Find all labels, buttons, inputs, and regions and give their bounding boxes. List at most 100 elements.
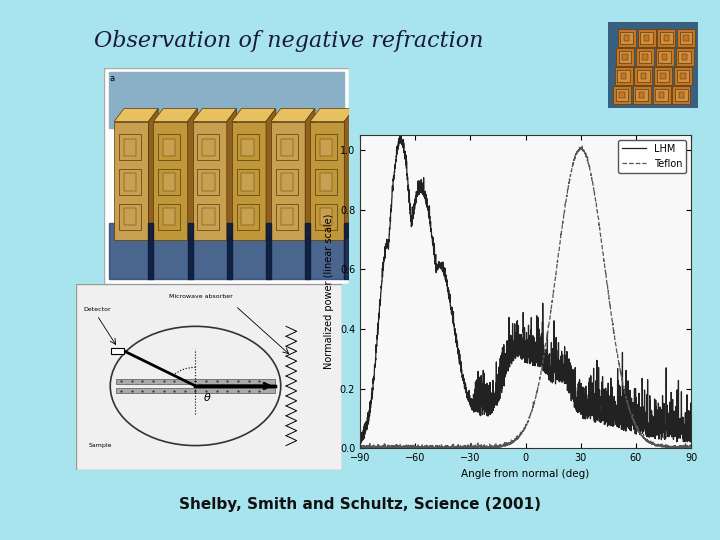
Bar <box>202 208 215 225</box>
Polygon shape <box>305 223 310 279</box>
Bar <box>652 86 670 104</box>
Bar <box>115 379 275 384</box>
Bar <box>202 173 215 191</box>
Bar <box>124 173 136 191</box>
Bar <box>158 134 180 160</box>
Teflon <box>508 438 517 445</box>
Bar <box>655 89 668 101</box>
Bar <box>615 68 633 85</box>
Bar <box>241 139 253 156</box>
Bar <box>202 139 215 156</box>
Bar <box>197 204 220 230</box>
Bar <box>683 36 689 40</box>
Bar <box>188 122 192 240</box>
Bar <box>124 208 136 225</box>
Bar <box>616 89 628 101</box>
Bar <box>656 49 674 66</box>
Polygon shape <box>192 109 237 122</box>
Bar <box>674 68 692 85</box>
Bar <box>281 173 293 191</box>
Teflon <box>517 431 526 438</box>
Bar <box>677 70 689 82</box>
Polygon shape <box>310 122 344 240</box>
Polygon shape <box>148 223 153 279</box>
Text: Shelby, Smith and Schultz, Science (2001): Shelby, Smith and Schultz, Science (2001… <box>179 497 541 512</box>
Bar <box>119 134 141 160</box>
Bar <box>618 29 636 46</box>
Bar <box>641 73 646 79</box>
Line: LHM: LHM <box>360 135 691 443</box>
Legend: LHM, Teflon: LHM, Teflon <box>618 140 686 172</box>
Bar <box>227 122 232 240</box>
Polygon shape <box>148 109 158 240</box>
Bar <box>662 55 667 59</box>
Polygon shape <box>305 109 315 240</box>
Teflon <box>372 444 381 451</box>
Bar <box>315 204 337 230</box>
Teflon <box>417 445 426 451</box>
Bar <box>639 51 652 63</box>
LHM <box>508 320 517 327</box>
Teflon <box>356 445 364 451</box>
Polygon shape <box>109 223 344 279</box>
Bar <box>163 208 176 225</box>
Bar <box>115 388 275 394</box>
Bar <box>638 29 655 46</box>
Bar <box>616 49 634 66</box>
Bar <box>613 86 631 104</box>
Bar <box>660 73 666 79</box>
Bar <box>633 86 651 104</box>
Bar <box>677 29 696 46</box>
Bar <box>320 173 332 191</box>
Polygon shape <box>266 109 276 240</box>
Bar <box>163 139 176 156</box>
Bar <box>619 92 624 98</box>
Bar <box>276 134 298 160</box>
Bar <box>639 92 644 98</box>
Polygon shape <box>232 109 276 122</box>
Bar <box>148 122 153 240</box>
LHM <box>678 431 686 437</box>
Bar <box>636 49 654 66</box>
Bar <box>654 68 672 85</box>
Bar <box>266 122 271 240</box>
LHM <box>617 420 626 427</box>
Bar <box>619 51 631 63</box>
Bar <box>197 134 220 160</box>
Polygon shape <box>227 109 237 240</box>
Polygon shape <box>153 122 188 240</box>
Bar <box>657 29 675 46</box>
Bar <box>635 89 648 101</box>
Polygon shape <box>227 223 232 279</box>
Bar <box>197 169 220 195</box>
Bar <box>678 51 691 63</box>
Bar <box>315 134 337 160</box>
Polygon shape <box>310 109 354 122</box>
Bar <box>241 208 253 225</box>
Text: Sample: Sample <box>89 443 112 448</box>
Polygon shape <box>344 223 349 279</box>
LHM <box>517 349 526 356</box>
LHM <box>356 440 364 447</box>
Bar <box>241 173 253 191</box>
Polygon shape <box>232 122 266 240</box>
Polygon shape <box>192 122 227 240</box>
Bar <box>320 208 332 225</box>
Text: a: a <box>109 74 114 83</box>
Teflon <box>678 444 686 451</box>
Line: Teflon: Teflon <box>360 145 691 448</box>
Bar <box>119 204 141 230</box>
Bar <box>658 51 671 63</box>
LHM <box>356 430 364 437</box>
Polygon shape <box>266 223 271 279</box>
Bar <box>679 92 684 98</box>
Polygon shape <box>109 72 344 128</box>
Bar <box>315 169 337 195</box>
Bar <box>617 70 630 82</box>
LHM <box>687 437 696 443</box>
Text: $\theta$: $\theta$ <box>204 391 212 403</box>
Bar <box>675 89 688 101</box>
Bar <box>276 169 298 195</box>
Polygon shape <box>114 109 158 122</box>
Bar <box>644 36 649 40</box>
